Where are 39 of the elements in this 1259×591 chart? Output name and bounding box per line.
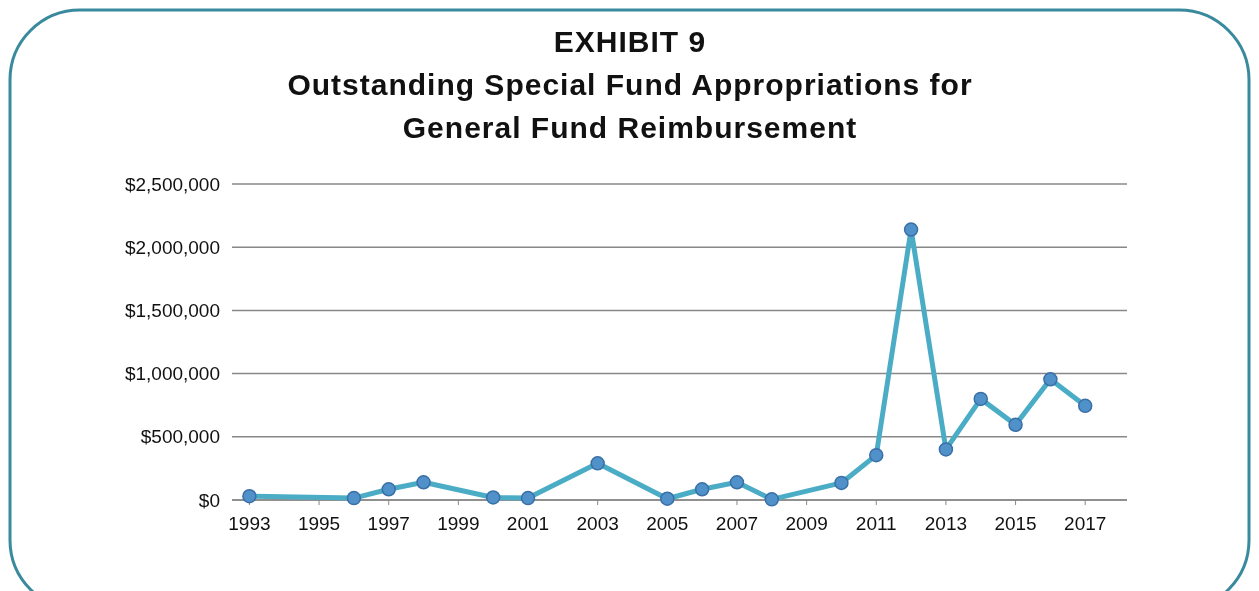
point bbox=[903, 222, 919, 237]
y-tick-label: $1,000,000 bbox=[124, 363, 220, 385]
x-tick-label: 2009 bbox=[785, 513, 828, 534]
chart-title: EXHIBIT 9 Outstanding Special Fund Appropriations for General Fund Reimbursement bbox=[287, 25, 973, 144]
x-tick-label: 2015 bbox=[994, 513, 1037, 534]
x-tick-label: 2007 bbox=[715, 513, 759, 534]
point bbox=[660, 491, 675, 506]
point bbox=[729, 475, 745, 490]
x-tick-label: 2017 bbox=[1064, 513, 1107, 534]
point bbox=[973, 391, 988, 407]
x-tick-label: 2003 bbox=[576, 513, 619, 534]
x-tick-label: 1995 bbox=[297, 513, 341, 534]
y-tick-label: $0 bbox=[198, 489, 220, 511]
point bbox=[764, 492, 780, 507]
x-tick-label: 2005 bbox=[646, 513, 689, 534]
y-tick-label: $2,000,000 bbox=[124, 236, 220, 258]
point bbox=[485, 490, 501, 505]
point bbox=[938, 442, 954, 457]
point bbox=[520, 490, 536, 506]
x-tick-label: 1999 bbox=[437, 513, 480, 534]
point bbox=[590, 456, 605, 471]
x-tick-label: 1997 bbox=[367, 513, 410, 534]
point bbox=[1077, 398, 1093, 414]
point bbox=[346, 490, 362, 506]
x-tick-label: 2011 bbox=[855, 513, 897, 534]
point bbox=[834, 475, 849, 491]
point bbox=[416, 475, 431, 490]
point bbox=[1043, 372, 1058, 387]
x-tick-label: 2013 bbox=[924, 513, 968, 534]
point bbox=[694, 482, 710, 497]
point bbox=[869, 447, 884, 463]
point bbox=[381, 482, 396, 497]
y-tick-label: $500,000 bbox=[140, 426, 220, 448]
point bbox=[242, 488, 257, 504]
y-tick-label: $1,500,000 bbox=[124, 300, 220, 322]
y-tick-label: $2,500,000 bbox=[124, 173, 220, 195]
x-tick-label: 1993 bbox=[228, 513, 271, 534]
point bbox=[1008, 417, 1023, 433]
x-tick-label: 2001 bbox=[506, 513, 550, 534]
